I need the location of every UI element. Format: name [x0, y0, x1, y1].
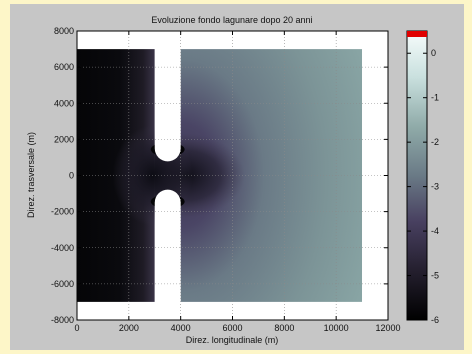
y-tick-label: -2000	[51, 207, 74, 217]
x-tick-label: 12000	[375, 323, 400, 333]
y-tick-label: 4000	[54, 98, 74, 108]
barrier-north	[154, 31, 181, 162]
colorbar-tick-label: -1	[431, 93, 439, 103]
x-tick-label: 4000	[171, 323, 191, 333]
x-axis: 0 2000 4000 6000 8000 10000 12000	[74, 31, 401, 333]
x-tick-label: 6000	[222, 323, 242, 333]
figure: Evoluzione fondo lagunare dopo 20 anni 0…	[10, 4, 464, 350]
y-tick-label: 0	[69, 171, 74, 181]
x-tick-label: 0	[74, 323, 79, 333]
x-tick-label: 10000	[324, 323, 349, 333]
y-tick-label: -4000	[51, 243, 74, 253]
colorbar-top-marker	[407, 31, 427, 37]
chart-svg: Evoluzione fondo lagunare dopo 20 anni 0…	[26, 15, 439, 345]
colorbar: 0 -1 -2 -3 -4 -5 -6	[406, 30, 439, 325]
y-tick-label: -6000	[51, 279, 74, 289]
colorbar-tick-label: -2	[431, 137, 439, 147]
colorbar-tick-label: -3	[431, 182, 439, 192]
x-axis-label: Direz. longitudinale (m)	[186, 335, 279, 345]
colorbar-tick-label: -4	[431, 226, 439, 236]
y-tick-label: 2000	[54, 134, 74, 144]
y-tick-label: -8000	[51, 315, 74, 325]
colorbar-tick-label: -5	[431, 271, 439, 281]
barrier-south	[154, 189, 181, 320]
y-axis-label: Direz. trasversale (m)	[26, 132, 36, 218]
colorbar-tick-label: 0	[431, 48, 436, 58]
depth-field	[77, 31, 388, 320]
y-tick-label: 6000	[54, 62, 74, 72]
colorbar-tick-label: -6	[431, 315, 439, 325]
x-tick-label: 8000	[274, 323, 294, 333]
colorbar-ramp	[406, 30, 428, 321]
y-axis: 8000 6000 4000 2000 0 -2000 -4000 -6000 -8000	[51, 26, 388, 325]
chart-title: Evoluzione fondo lagunare dopo 20 anni	[151, 15, 312, 25]
x-tick-label: 2000	[119, 323, 139, 333]
y-tick-label: 8000	[54, 26, 74, 36]
